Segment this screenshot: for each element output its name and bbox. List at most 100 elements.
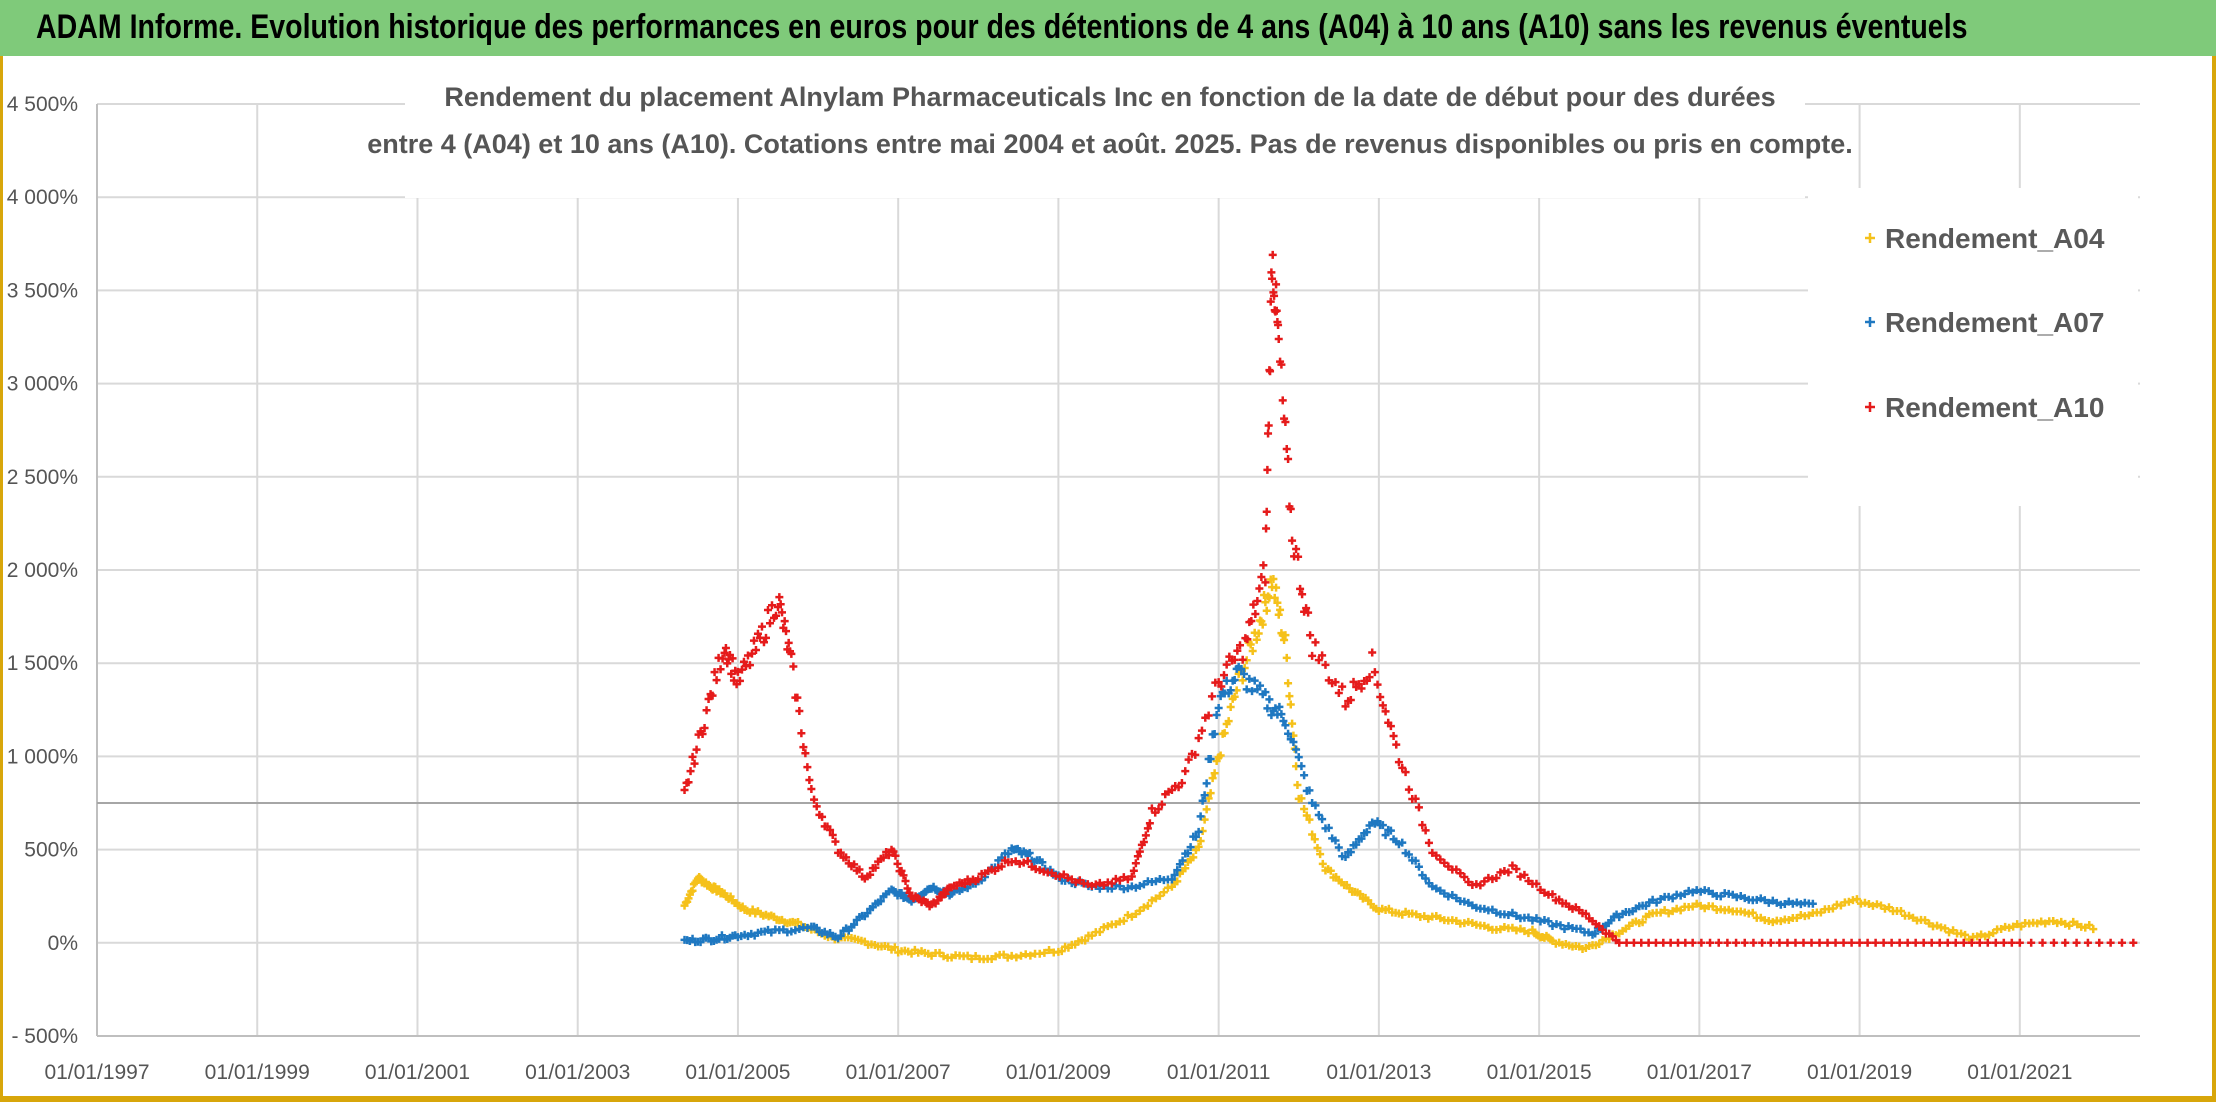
data-point-Rendement_A04 [1484, 923, 1493, 932]
data-point-Rendement_A10 [712, 676, 721, 685]
data-point-Rendement_A04 [1007, 951, 1016, 960]
data-point-Rendement_A10 [1404, 785, 1413, 794]
data-point-Rendement_A10 [2129, 938, 2138, 947]
data-point-Rendement_A10 [702, 706, 711, 715]
data-point-Rendement_A07 [1183, 849, 1192, 858]
data-point-Rendement_A10 [1863, 938, 1872, 947]
data-point-Rendement_A10 [721, 644, 730, 653]
data-point-Rendement_A10 [1411, 794, 1420, 803]
chart-title-line2: entre 4 (A04) et 10 ans (A10). Cotations… [367, 129, 1853, 159]
data-point-Rendement_A07 [1123, 884, 1132, 893]
x-tick-label: 01/01/2019 [1807, 1061, 1912, 1084]
data-point-Rendement_A04 [1252, 635, 1261, 644]
data-point-Rendement_A07 [1196, 812, 1205, 821]
data-point-Rendement_A07 [1760, 896, 1769, 905]
data-point-Rendement_A04 [1057, 947, 1066, 956]
data-point-Rendement_A10 [739, 657, 748, 666]
y-tick-label: 0% [48, 932, 78, 955]
data-point-Rendement_A04 [1432, 912, 1441, 921]
data-point-Rendement_A04 [1977, 930, 1986, 939]
data-point-Rendement_A04 [1356, 890, 1365, 899]
data-point-Rendement_A04 [1452, 916, 1461, 925]
data-point-Rendement_A07 [1544, 917, 1553, 926]
data-point-Rendement_A10 [700, 723, 709, 732]
data-point-Rendement_A10 [1959, 938, 1968, 947]
data-point-Rendement_A10 [1520, 870, 1529, 879]
data-point-Rendement_A04 [1520, 927, 1529, 936]
data-point-Rendement_A07 [1468, 901, 1477, 910]
data-point-Rendement_A04 [1208, 774, 1217, 783]
data-point-Rendement_A10 [1368, 648, 1377, 657]
data-point-Rendement_A04 [1696, 901, 1705, 910]
data-point-Rendement_A10 [2007, 938, 2016, 947]
data-point-Rendement_A07 [1151, 877, 1160, 886]
data-point-Rendement_A07 [1378, 821, 1387, 830]
data-point-Rendement_A04 [1181, 864, 1190, 873]
data-point-Rendement_A07 [1512, 912, 1521, 921]
data-point-Rendement_A04 [1424, 914, 1433, 923]
data-point-Rendement_A10 [1536, 885, 1545, 894]
data-point-Rendement_A07 [1004, 849, 1013, 858]
data-point-Rendement_A07 [1167, 875, 1176, 884]
data-point-Rendement_A10 [1935, 938, 1944, 947]
data-point-Rendement_A04 [1189, 853, 1198, 862]
data-point-Rendement_A10 [2106, 938, 2115, 947]
data-point-Rendement_A04 [1224, 717, 1233, 726]
data-point-Rendement_A04 [1284, 679, 1293, 688]
data-point-Rendement_A10 [1274, 320, 1283, 329]
data-point-Rendement_A07 [1261, 688, 1270, 697]
data-point-Rendement_A07 [1504, 910, 1513, 919]
data-point-Rendement_A07 [1688, 888, 1697, 897]
data-point-Rendement_A04 [1123, 911, 1132, 920]
data-point-Rendement_A04 [1985, 930, 1994, 939]
data-point-Rendement_A07 [1488, 905, 1497, 914]
data-point-Rendement_A04 [1909, 913, 1917, 922]
data-point-Rendement_A10 [1622, 938, 1631, 947]
data-point-Rendement_A10 [735, 676, 744, 685]
data-point-Rendement_A07 [1331, 836, 1340, 845]
data-point-Rendement_A04 [1143, 901, 1152, 910]
data-point-Rendement_A07 [1676, 891, 1685, 900]
data-point-Rendement_A04 [890, 943, 899, 952]
data-point-Rendement_A10 [1775, 938, 1784, 947]
data-point-Rendement_A10 [1508, 861, 1517, 870]
data-point-Rendement_A10 [1394, 758, 1403, 767]
data-point-Rendement_A10 [1288, 536, 1297, 545]
data-point-Rendement_A07 [1576, 924, 1585, 933]
data-point-Rendement_A07 [1381, 831, 1390, 840]
data-point-Rendement_A07 [1436, 886, 1445, 895]
data-point-Rendement_A04 [1238, 676, 1247, 685]
data-point-Rendement_A10 [1334, 688, 1343, 697]
x-tick-label: 01/01/2015 [1487, 1061, 1592, 1084]
x-tick-label: 01/01/1999 [205, 1061, 310, 1084]
data-point-Rendement_A07 [1668, 894, 1677, 903]
data-point-Rendement_A10 [805, 776, 814, 785]
data-point-Rendement_A10 [1222, 660, 1231, 669]
data-point-Rendement_A10 [745, 661, 754, 670]
data-point-Rendement_A10 [801, 749, 810, 758]
data-point-Rendement_A10 [1943, 938, 1952, 947]
data-point-Rendement_A10 [780, 617, 789, 626]
data-point-Rendement_A10 [937, 893, 946, 902]
data-point-Rendement_A04 [1868, 901, 1877, 910]
data-point-Rendement_A10 [1264, 421, 1273, 430]
data-point-Rendement_A10 [1389, 732, 1398, 741]
data-point-Rendement_A04 [1933, 921, 1942, 930]
data-point-Rendement_A10 [1903, 938, 1912, 947]
data-point-Rendement_A10 [1421, 826, 1430, 835]
data-point-Rendement_A04 [1508, 923, 1517, 932]
y-tick-label: 4 000% [7, 186, 78, 209]
data-point-Rendement_A07 [1038, 858, 1047, 867]
data-point-Rendement_A10 [807, 785, 816, 794]
data-point-Rendement_A10 [1807, 938, 1816, 947]
data-point-Rendement_A10 [1919, 938, 1928, 947]
data-point-Rendement_A10 [836, 848, 845, 857]
data-point-Rendement_A07 [1265, 695, 1274, 704]
data-point-Rendement_A10 [1831, 938, 1840, 947]
data-point-Rendement_A04 [2013, 920, 2022, 929]
data-point-Rendement_A10 [1091, 880, 1100, 889]
data-point-Rendement_A10 [1253, 597, 1262, 606]
data-point-Rendement_A10 [1516, 872, 1525, 881]
data-point-Rendement_A07 [1226, 686, 1235, 695]
data-point-Rendement_A07 [1796, 900, 1805, 909]
